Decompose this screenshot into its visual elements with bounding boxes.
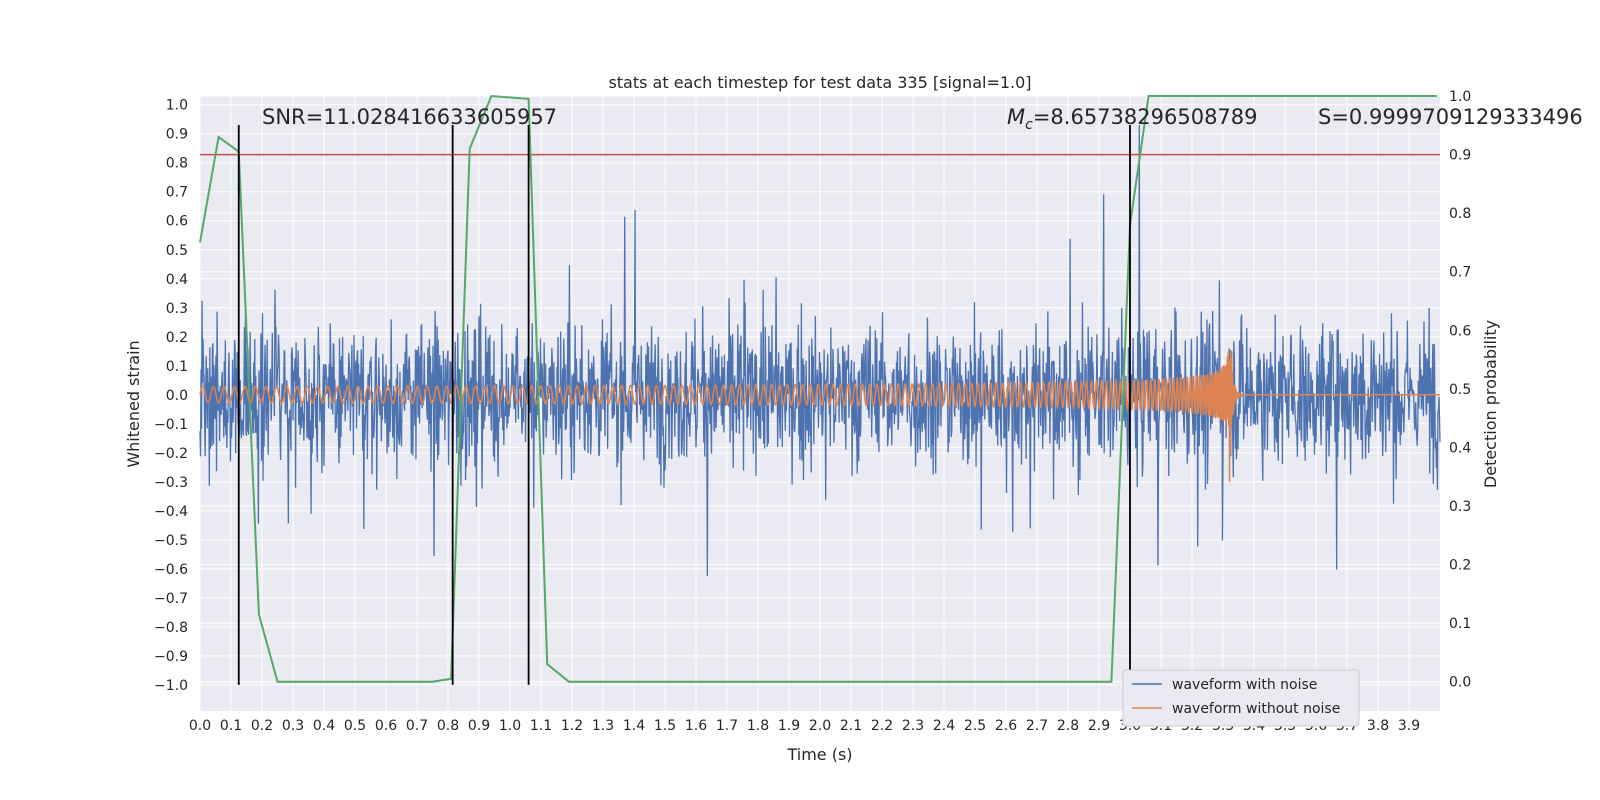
x-tick-label: 0.1 [220, 718, 242, 734]
y-tick-label: −0.1 [154, 417, 188, 433]
y-tick-label: −0.3 [154, 475, 188, 491]
y-tick-label: −0.8 [154, 620, 188, 636]
x-tick-label: 2.4 [933, 718, 955, 734]
x-tick-label: 0.8 [437, 718, 459, 734]
y2-tick-label: 0.1 [1449, 616, 1471, 632]
mc-subscript: c [1025, 117, 1033, 133]
y-tick-label: 0.1 [166, 359, 188, 375]
legend: waveform with noise waveform without noi… [1122, 669, 1360, 727]
legend-label-noise: waveform with noise [1172, 677, 1317, 693]
x-tick-label: 1.0 [499, 718, 521, 734]
y-tick-label: −0.5 [154, 533, 188, 549]
y-tick-label: 0.9 [166, 127, 188, 143]
mc-value: =8.65738296508789 [1033, 105, 1258, 129]
y2-tick-label: 0.5 [1449, 382, 1471, 398]
y-tick-label: 0.0 [166, 388, 188, 404]
y-tick-label: 0.8 [166, 156, 188, 172]
x-tick-label: 0.3 [282, 718, 304, 734]
s-annotation: S=0.9999709129333496 [1318, 105, 1583, 129]
y2-tick-label: 0.6 [1449, 323, 1471, 339]
y-tick-label: 0.7 [166, 185, 188, 201]
x-tick-label: 1.1 [530, 718, 552, 734]
x-tick-label: 1.8 [747, 718, 769, 734]
y-tick-label: 0.6 [166, 214, 188, 230]
x-tick-label: 0.2 [251, 718, 273, 734]
x-tick-label: 0.6 [375, 718, 397, 734]
chart-title: stats at each timestep for test data 335… [608, 73, 1031, 92]
y-tick-label: −0.9 [154, 649, 188, 665]
x-tick-label: 1.9 [778, 718, 800, 734]
y2-tick-label: 1.0 [1449, 89, 1471, 105]
snr-annotation: SNR=11.028416633605957 [262, 105, 557, 129]
x-tick-label: 1.6 [685, 718, 707, 734]
x-tick-label: 1.2 [561, 718, 583, 734]
y2-tick-label: 0.9 [1449, 148, 1471, 164]
x-tick-label: 0.4 [313, 718, 335, 734]
y-tick-label: 0.3 [166, 301, 188, 317]
y-tick-label: −0.6 [154, 562, 188, 578]
y-tick-label: −0.4 [154, 504, 188, 520]
overlay-layer [199, 94, 1440, 685]
x-tick-label: 2.8 [1057, 718, 1079, 734]
x-tick-label: 2.6 [995, 718, 1017, 734]
series-line-waveform-without-noise [199, 349, 1440, 482]
x-tick-label: 0.0 [189, 718, 211, 734]
y-axis-label: Whitened strain [124, 340, 143, 467]
x-tick-label: 2.5 [964, 718, 986, 734]
y-tick-label: 0.4 [166, 272, 188, 288]
y-tick-label: −1.0 [154, 678, 188, 694]
legend-label-clean: waveform without noise [1172, 701, 1340, 717]
x-tick-label: 2.9 [1088, 718, 1110, 734]
y2-tick-label: 0.8 [1449, 206, 1471, 222]
x-tick-label: 2.7 [1026, 718, 1048, 734]
x-tick-label: 0.7 [406, 718, 428, 734]
y2-tick-label: 0.0 [1449, 675, 1471, 691]
x-tick-label: 1.3 [592, 718, 614, 734]
x-tick-label: 1.4 [623, 718, 645, 734]
x-tick-label: 1.7 [716, 718, 738, 734]
legend-box [1122, 669, 1360, 727]
x-tick-label: 0.9 [468, 718, 490, 734]
x-tick-label: 1.5 [654, 718, 676, 734]
series-layer [199, 125, 1441, 577]
x-tick-label: 0.5 [344, 718, 366, 734]
y-tick-label: −0.7 [154, 591, 188, 607]
y2-axis-label: Detection probability [1481, 320, 1500, 488]
y-tick-label: 1.0 [166, 98, 188, 114]
y2-tick-label: 0.7 [1449, 265, 1471, 281]
x-tick-label: 2.2 [871, 718, 893, 734]
ticks-layer: 0.0 0.1 0.2 0.3 0.4 0.5 0.6 0.7 0.8 0.9 1.0 1.1 1.2 1… [154, 89, 1471, 734]
series-line-detection-probability [199, 94, 1437, 683]
x-tick-label: 2.1 [840, 718, 862, 734]
x-axis-label: Time (s) [786, 745, 852, 764]
x-tick-label: 2.0 [809, 718, 831, 734]
mc-symbol: M [1007, 105, 1025, 129]
x-tick-label: 3.8 [1367, 718, 1389, 734]
x-tick-label: 3.9 [1398, 718, 1420, 734]
y-tick-label: 0.5 [166, 243, 188, 259]
x-tick-label: 2.3 [902, 718, 924, 734]
y-tick-label: 0.2 [166, 330, 188, 346]
y2-tick-label: 0.4 [1449, 440, 1471, 456]
mc-annotation: Mc=8.65738296508789 [1007, 105, 1258, 133]
y2-tick-label: 0.2 [1449, 558, 1471, 574]
y-tick-label: −0.2 [154, 446, 188, 462]
y2-tick-label: 0.3 [1449, 499, 1471, 515]
